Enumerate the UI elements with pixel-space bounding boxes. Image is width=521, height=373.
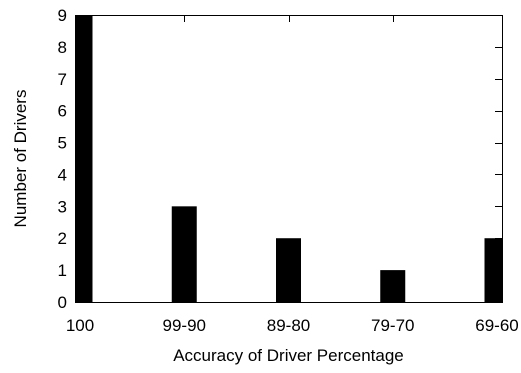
x-tick-label: 79-70 — [371, 316, 414, 335]
bar-79-70 — [380, 270, 406, 302]
tick-labels-layer: 0 1 2 3 4 5 6 7 8 9 100 99-90 89-80 79-70 69-60 — [58, 6, 519, 335]
y-tick-label: 2 — [58, 229, 67, 248]
y-tick-label: 3 — [58, 197, 67, 216]
bar-group — [75, 15, 503, 302]
x-tick-label: 100 — [66, 316, 94, 335]
x-tick-label: 99-90 — [163, 316, 206, 335]
x-axis-label: Accuracy of Driver Percentage — [173, 346, 404, 365]
y-axis-label: Number of Drivers — [11, 90, 30, 228]
bar-89-80 — [276, 238, 301, 302]
y-tick-label: 9 — [58, 6, 67, 25]
y-tick-label: 1 — [58, 261, 67, 280]
y-tick-label: 5 — [58, 134, 67, 153]
x-tick-label: 69-60 — [475, 316, 518, 335]
y-tick-label: 7 — [58, 70, 67, 89]
bars-layer — [75, 15, 503, 302]
bar-100 — [75, 15, 93, 302]
y-tick-label: 6 — [58, 102, 67, 121]
x-tick-label: 89-80 — [267, 316, 310, 335]
y-tick-label: 0 — [58, 293, 67, 312]
y-tick-label: 8 — [58, 38, 67, 57]
bar-99-90 — [171, 206, 197, 302]
y-tick-label: 4 — [58, 165, 67, 184]
ticks-layer — [75, 15, 502, 302]
bar-69-60 — [484, 238, 503, 302]
